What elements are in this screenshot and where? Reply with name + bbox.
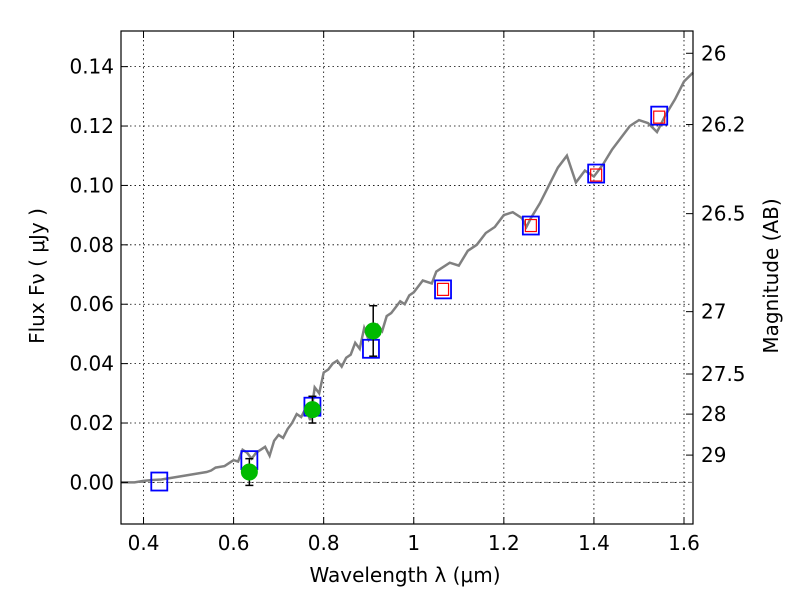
red-square-marker (436, 282, 450, 296)
y-tick-label: 0.06 (69, 292, 114, 316)
x-axis-title: Wavelength λ (μm) (309, 563, 500, 587)
y2-tick-label: 26 (701, 41, 726, 65)
y2-axis-ticks: 26 26.2 26.5 27 27.5 28 29 (686, 41, 746, 467)
green-circle-marker (364, 322, 382, 340)
blue-square-marker (521, 215, 540, 236)
y-tick-label: 0.02 (69, 411, 114, 435)
blue-square-markers (150, 105, 669, 492)
y-tick-label: 0.04 (69, 352, 114, 376)
y-tick-label: 0.08 (69, 233, 114, 257)
green-circle-markers (240, 304, 382, 487)
x-axis-ticks: 0.4 0.6 0.8 1 1.2 1.4 1.6 (128, 31, 700, 555)
y-tick-label: 0.10 (69, 173, 114, 197)
y-tick-label: 0.00 (69, 470, 114, 494)
y-axis-title: Flux Fν ( μJy ) (25, 208, 49, 344)
blue-square-marker (150, 471, 169, 492)
x-tick-label: 1.4 (578, 531, 610, 555)
grid (121, 31, 693, 524)
blue-square-marker (650, 105, 669, 126)
blue-square-marker (587, 163, 606, 184)
y2-tick-label: 27 (701, 300, 726, 324)
x-tick-label: 1.6 (668, 531, 700, 555)
x-tick-label: 1 (407, 531, 420, 555)
y-axis-ticks: 0.00 0.02 0.04 0.06 0.08 0.10 0.12 0.14 (69, 55, 128, 494)
red-square-marker (590, 168, 603, 182)
blue-square-marker (434, 279, 452, 300)
y2-tick-label: 26.2 (701, 113, 746, 137)
x-tick-label: 1.2 (488, 531, 520, 555)
x-tick-label: 0.4 (128, 531, 160, 555)
green-circle-marker (303, 401, 321, 419)
y2-tick-label: 28 (701, 402, 726, 426)
green-circle-marker (240, 463, 258, 481)
y2-tick-label: 26.5 (701, 202, 746, 226)
y2-tick-label: 29 (701, 443, 726, 467)
red-square-marker (653, 110, 666, 124)
x-tick-label: 0.8 (308, 531, 340, 555)
y-tick-label: 0.12 (69, 114, 114, 138)
blue-square-marker (362, 338, 380, 359)
red-square-marker (524, 218, 537, 233)
model-spectrum-line (121, 71, 694, 484)
y2-tick-label: 27.5 (701, 362, 746, 386)
red-square-markers (436, 110, 666, 296)
y-tick-label: 0.14 (69, 55, 114, 79)
plot-frame (120, 30, 694, 525)
y2-axis-title: Magnitude (AB) (759, 198, 783, 353)
x-tick-label: 0.6 (218, 531, 250, 555)
